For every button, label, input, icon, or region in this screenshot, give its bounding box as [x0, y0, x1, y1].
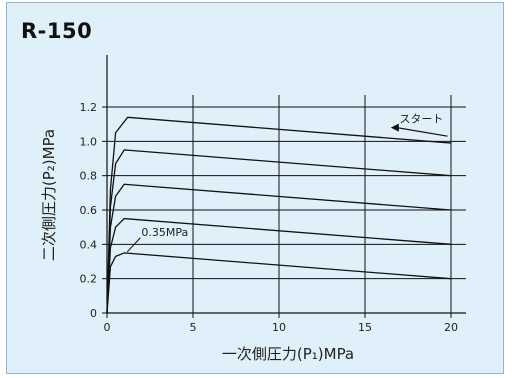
y-tick-label: 0.2 — [80, 273, 98, 286]
x-tick-label: 10 — [272, 321, 286, 334]
annotation-label: 0.35MPa — [141, 226, 188, 239]
annotation-layer: 0.35MPa スタート — [126, 112, 448, 253]
y-tick-label: 1.0 — [80, 135, 98, 148]
axis-layer: 0 0.2 0.4 0.6 0.8 1.0 1.2 0 5 10 15 20 — [80, 55, 466, 334]
model-title: R-150 — [21, 19, 93, 43]
annotation-label: スタート — [399, 112, 443, 125]
start-arrow-head — [390, 123, 399, 132]
y-tick-label: 0.4 — [80, 238, 98, 251]
start-arrow-shaft — [396, 127, 448, 137]
x-axis-title: 一次側圧力(P₁)MPa — [222, 345, 354, 363]
x-tick-label: 15 — [358, 321, 372, 334]
series-layer — [106, 116, 452, 314]
x-tick-label: 20 — [444, 321, 458, 334]
x-tick-label: 0 — [104, 321, 111, 334]
y-axis-title: 二次側圧力(P₂)MPa — [40, 129, 58, 261]
x-tick-label: 5 — [190, 321, 197, 334]
y-tick-label: 0.6 — [80, 204, 98, 217]
series-line-5 — [106, 116, 452, 314]
grid-layer — [107, 95, 466, 313]
y-tick-label: 0 — [90, 307, 97, 320]
y-tick-label: 1.2 — [80, 101, 98, 114]
annotation-leader — [126, 237, 141, 253]
chart-panel: R-150 — [6, 2, 504, 374]
y-tick-label: 0.8 — [80, 170, 98, 183]
series-line-1 — [106, 252, 452, 314]
